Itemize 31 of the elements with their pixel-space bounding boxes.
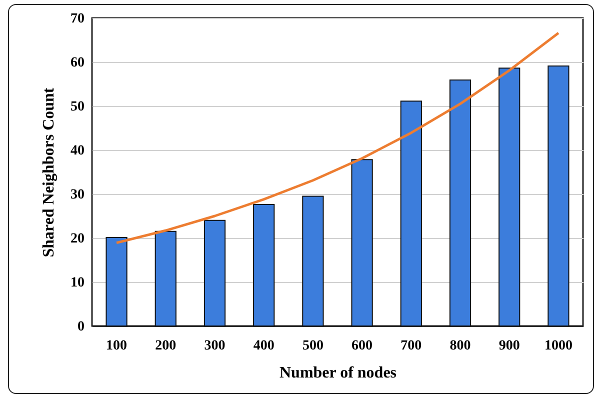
bar: [548, 65, 570, 326]
bar: [302, 196, 324, 326]
x-tick-label: 400: [253, 338, 274, 354]
bar: [351, 159, 373, 326]
x-tick-label: 300: [204, 338, 226, 354]
x-tick-label: 500: [302, 338, 324, 354]
x-tick-label: 1000: [544, 338, 572, 354]
y-tick-label: 0: [78, 320, 84, 334]
x-tick-label: 100: [106, 338, 128, 354]
bar: [498, 68, 520, 326]
bar: [106, 237, 128, 326]
bar: [154, 230, 176, 326]
x-tick-label: 700: [400, 338, 422, 354]
line-series: [115, 32, 560, 244]
x-tick-label: 800: [450, 338, 471, 354]
y-tick-label: 50: [70, 100, 84, 114]
y-tick-label: 40: [70, 144, 84, 158]
x-tick-label: 900: [498, 338, 520, 354]
bar: [449, 80, 472, 326]
bar: [253, 204, 275, 326]
x-tick-label: 600: [352, 338, 373, 354]
y-axis-title: Shared Neighbors Count: [40, 87, 58, 258]
y-tick-label: 60: [70, 56, 84, 70]
y-tick-label: 10: [70, 276, 84, 290]
y-tick-label: 70: [70, 12, 84, 26]
x-axis-title: Number of nodes: [279, 364, 397, 382]
x-tick-label: 200: [155, 338, 176, 354]
y-tick-label: 30: [70, 188, 84, 202]
y-tick-label: 20: [70, 232, 84, 246]
bar: [204, 220, 226, 326]
bar: [400, 100, 422, 326]
